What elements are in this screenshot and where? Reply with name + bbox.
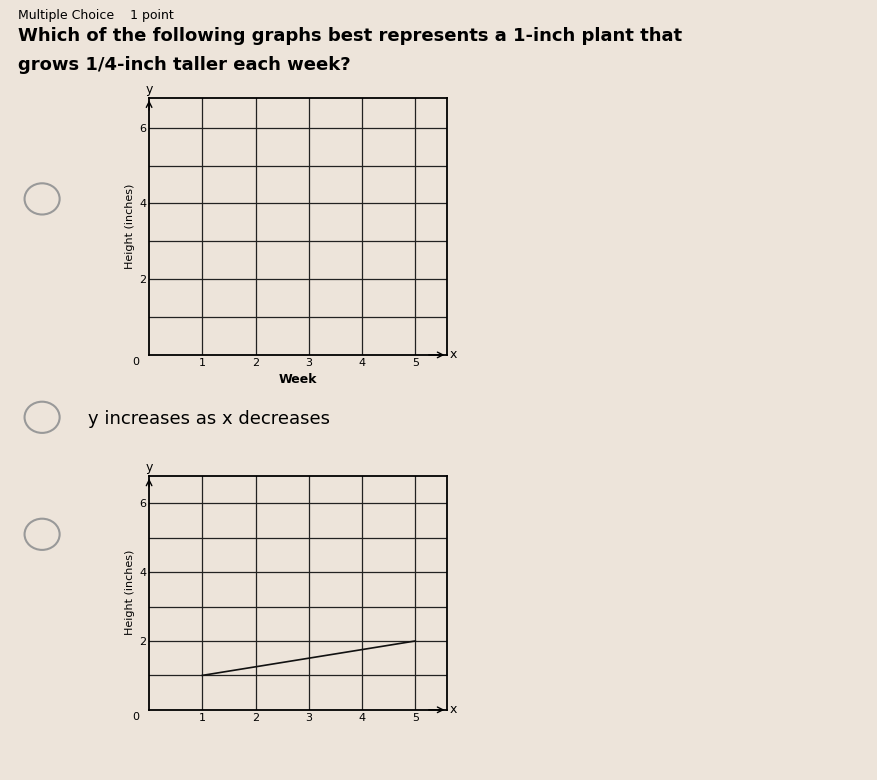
Y-axis label: Height (inches): Height (inches): [125, 550, 135, 636]
Text: y increases as x decreases: y increases as x decreases: [88, 410, 330, 427]
Y-axis label: Height (inches): Height (inches): [125, 183, 135, 269]
Text: grows 1/4-inch taller each week?: grows 1/4-inch taller each week?: [18, 56, 350, 74]
Text: y: y: [146, 83, 153, 96]
Text: x: x: [450, 704, 457, 716]
Text: 0: 0: [132, 711, 139, 722]
Text: Which of the following graphs best represents a 1-inch plant that: Which of the following graphs best repre…: [18, 27, 681, 45]
Text: Multiple Choice    1 point: Multiple Choice 1 point: [18, 9, 174, 23]
Text: y: y: [146, 461, 153, 474]
Text: 0: 0: [132, 356, 139, 367]
X-axis label: Week: Week: [279, 374, 317, 386]
Text: x: x: [450, 349, 457, 361]
